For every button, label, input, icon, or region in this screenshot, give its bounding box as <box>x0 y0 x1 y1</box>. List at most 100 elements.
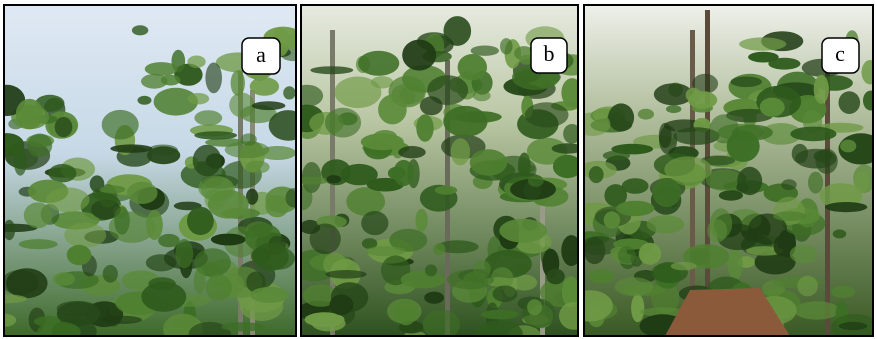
foliage-blob <box>825 202 867 212</box>
foliage-blob <box>175 239 193 268</box>
foliage-blob <box>330 294 354 315</box>
foliage-blob <box>768 58 800 70</box>
foliage-blob <box>146 210 163 240</box>
foliage-blob <box>447 270 494 290</box>
foliage-blob <box>424 292 444 304</box>
foliage-blob <box>147 146 180 164</box>
foliage-blob <box>378 95 407 125</box>
foliage-blob <box>815 149 837 174</box>
foliage-blob <box>781 179 796 190</box>
foliage-blob <box>205 63 222 94</box>
foliage-blob <box>231 70 245 95</box>
foliage-blob <box>664 156 712 182</box>
foliage-blob <box>361 133 404 150</box>
foliage-blob <box>797 276 818 297</box>
foliage-blob <box>470 149 508 175</box>
foliage-blob <box>310 66 353 74</box>
foliage-blob <box>833 229 847 238</box>
foliage-blob <box>589 166 604 183</box>
foliage-blob <box>401 271 445 289</box>
foliage-blob <box>666 105 681 113</box>
foliage-blob <box>814 75 829 104</box>
foliage-blob <box>187 207 214 235</box>
foliage-blob <box>773 235 790 256</box>
foliage-blob <box>402 40 436 71</box>
foliage-blob <box>575 112 610 136</box>
panel-label: a <box>256 42 266 67</box>
foliage-blob <box>719 190 743 200</box>
foliage-blob <box>187 93 209 104</box>
foliage-blob <box>358 51 399 76</box>
foliage-blob <box>415 209 427 232</box>
foliage-blob <box>831 286 855 298</box>
foliage-blob <box>55 117 73 137</box>
foliage-blob <box>420 96 443 115</box>
foliage-blob <box>393 160 414 186</box>
foliage-blob <box>265 195 288 217</box>
foliage-blob <box>728 248 743 280</box>
panel-label: c <box>835 41 845 66</box>
foliage-blob <box>499 219 546 243</box>
foliage-blob <box>110 144 152 152</box>
foliage-blob <box>286 188 303 207</box>
foliage-blob <box>790 245 817 264</box>
foliage-blob <box>638 109 654 120</box>
foliage-blob <box>99 185 125 193</box>
foliage-blob <box>325 108 361 138</box>
foliage-blob <box>64 223 106 248</box>
foliage-blob <box>739 37 786 50</box>
foliage-blob <box>707 219 727 242</box>
foliage-blob <box>326 270 367 279</box>
foliage-blob <box>618 246 636 264</box>
foliage-blob <box>241 133 257 145</box>
foliage-blob <box>19 239 58 249</box>
foliage-blob <box>127 182 158 204</box>
foliage-blob <box>760 98 785 117</box>
foliage-blob <box>341 164 378 185</box>
foliage-blob <box>193 145 222 177</box>
foliage-blob <box>473 90 491 101</box>
foliage-blob <box>500 38 513 54</box>
foliage-blob <box>102 110 139 140</box>
foliage-blob <box>639 243 661 265</box>
foliage-blob <box>611 144 653 155</box>
photo-b: b <box>290 5 589 339</box>
foliage-blob <box>615 277 654 296</box>
foliage-blob <box>194 110 222 125</box>
foliage-blob <box>194 268 206 294</box>
foliage-blob <box>198 176 233 201</box>
foliage-blob <box>525 102 569 127</box>
panel-label: b <box>544 41 555 66</box>
foliage-blob <box>398 146 425 158</box>
foliage-blob <box>425 264 437 276</box>
foliage-blob <box>206 275 232 301</box>
foliage-blob <box>103 265 118 283</box>
foliage-blob <box>737 167 762 195</box>
foliage-blob <box>16 99 43 129</box>
foliage-blob <box>231 275 245 294</box>
foliage-blob <box>653 178 682 207</box>
foliage-blob <box>188 56 206 68</box>
foliage-blob <box>312 315 346 331</box>
foliage-blob <box>622 178 649 194</box>
foliage-blob <box>546 269 564 285</box>
foliage-blob <box>252 101 286 110</box>
foliage-blob <box>839 91 861 114</box>
foliage-blob <box>423 309 460 339</box>
foliage-blob <box>132 25 148 35</box>
foliage-blob <box>493 286 518 303</box>
foliage-blob <box>839 322 868 330</box>
foliage-blob <box>792 144 808 163</box>
foliage-blob <box>433 243 445 255</box>
foliage-blob <box>790 127 836 142</box>
foliage-blob <box>671 262 697 270</box>
foliage-blob <box>808 172 823 194</box>
foliage-blob <box>458 54 487 80</box>
foliage-blob <box>145 62 178 76</box>
foliage-blob <box>608 103 634 131</box>
foliage-blob <box>161 75 181 86</box>
foliage-blob <box>854 172 869 193</box>
foliage-blob <box>250 287 289 303</box>
foliage-blob <box>48 164 76 182</box>
foliage-blob <box>840 140 856 153</box>
